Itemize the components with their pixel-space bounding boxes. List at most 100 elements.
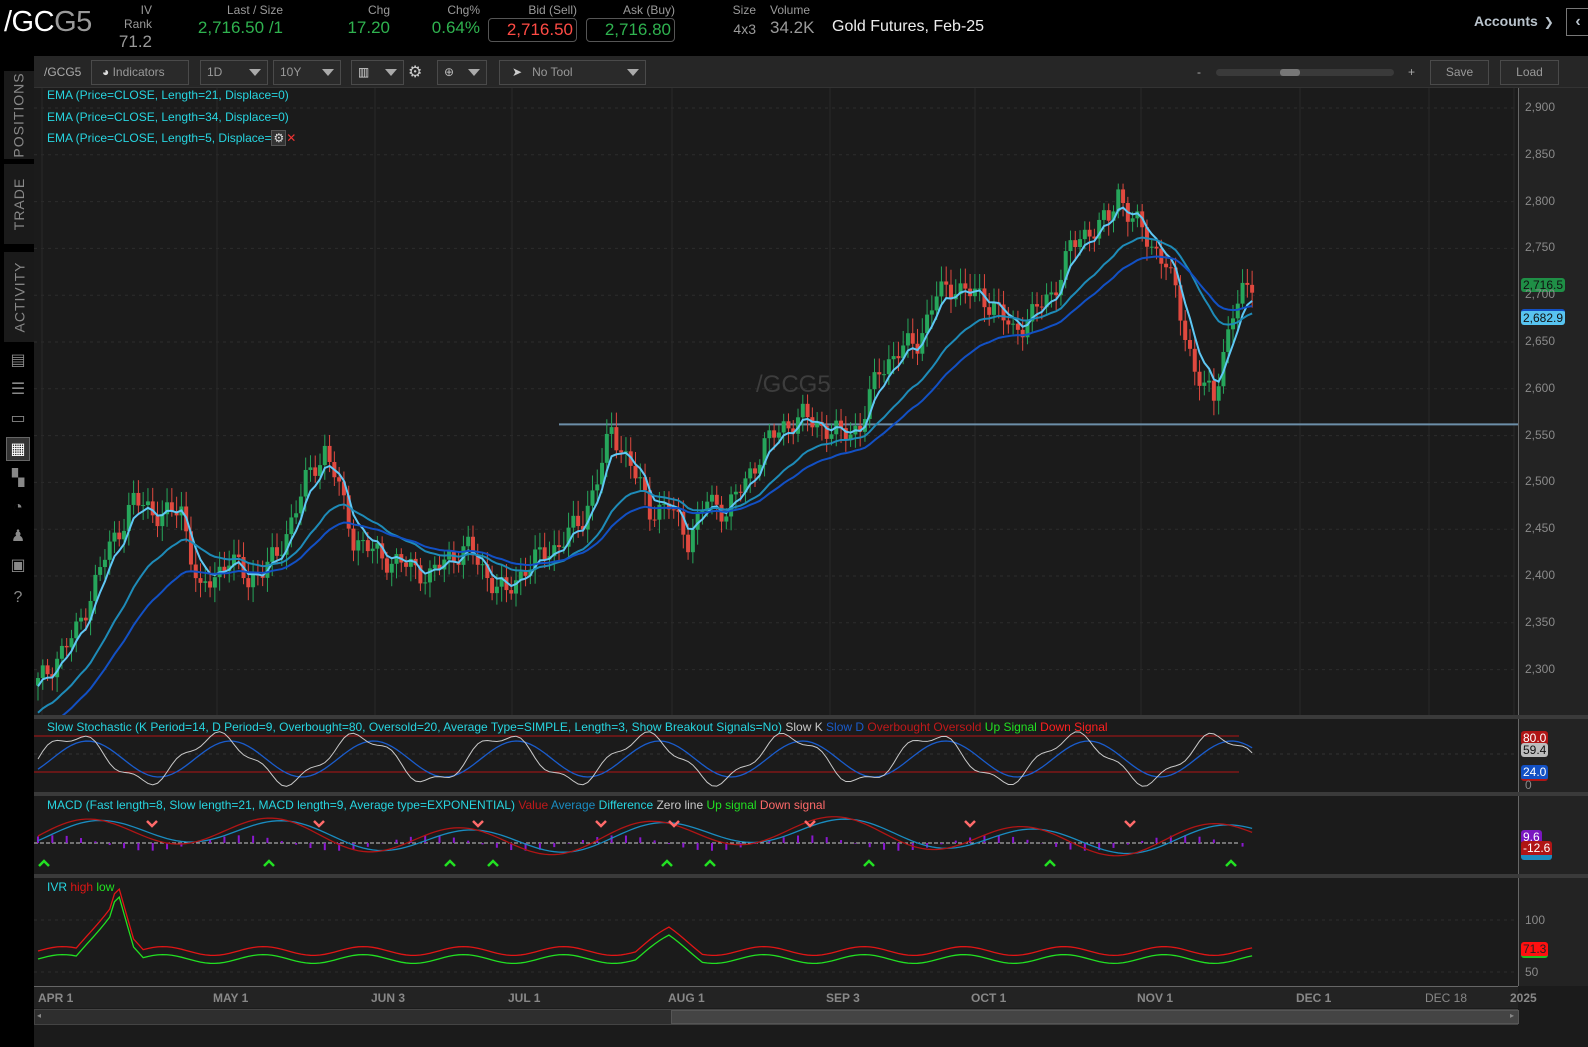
iv-rank-field: IV Rank 71.2 bbox=[110, 3, 152, 52]
indicators-button[interactable]: ◕ Indicators bbox=[91, 60, 189, 85]
horizontal-scrollbar[interactable]: ◂ ▸ bbox=[34, 1009, 1519, 1025]
last-price: 2,716.50 bbox=[197, 18, 265, 37]
community-icon[interactable]: ♟ bbox=[10, 528, 26, 545]
caret-down-icon bbox=[322, 69, 334, 76]
instrument-description: Gold Futures, Feb-25 bbox=[832, 18, 985, 35]
study-settings-icon[interactable]: ⚙ bbox=[271, 130, 287, 146]
drawing-style-select[interactable]: ⊕ bbox=[437, 60, 487, 85]
chart-book-icon[interactable]: ▤ bbox=[10, 352, 26, 369]
last-size-field: Last / Size 2,716.50 /1 bbox=[180, 3, 283, 38]
chart-panel: /GCG5 ◕ Indicators 1D 10Y ▥ ⚙ ⊕ ➤ No Too… bbox=[34, 56, 1588, 1047]
charts-icon[interactable]: ▦ bbox=[6, 437, 30, 461]
price-tick: 2,650 bbox=[1525, 334, 1556, 348]
date-label: SEP 3 bbox=[826, 991, 860, 1005]
stochastic-pane[interactable]: Slow Stochastic (K Period=14, D Period=9… bbox=[34, 719, 1518, 792]
history-icon[interactable]: ◔ bbox=[13, 499, 23, 516]
zoom-slider[interactable] bbox=[1216, 69, 1394, 76]
zoom-slider-thumb[interactable] bbox=[1280, 69, 1300, 76]
legend-item: low bbox=[96, 880, 115, 894]
ema5-legend[interactable]: EMA (Price=CLOSE, Length=5, Displace= ⚙ ✕ bbox=[47, 130, 297, 146]
chart-symbol-label[interactable]: /GCG5 bbox=[44, 65, 82, 79]
last-size: /1 bbox=[268, 18, 283, 37]
macd-axis: 9.6 -12.6 bbox=[1518, 796, 1588, 874]
pane-divider[interactable] bbox=[34, 792, 1588, 796]
ema21-legend[interactable]: EMA (Price=CLOSE, Length=21, Displace=0) bbox=[47, 88, 289, 102]
iv-rank-value: 71.2 bbox=[118, 32, 152, 51]
legend-item: Overbought bbox=[867, 720, 934, 734]
date-label: NOV 1 bbox=[1137, 991, 1174, 1005]
price-tick: 2,700 bbox=[1525, 287, 1556, 302]
symbol-title[interactable]: /GCG5 bbox=[4, 6, 92, 39]
price-chart[interactable]: EMA (Price=CLOSE, Length=21, Displace=0)… bbox=[34, 88, 1518, 715]
accounts-dropdown[interactable]: Accounts ❯ bbox=[1474, 13, 1554, 29]
quote-bar: /GCG5 IV Rank 71.2 Last / Size 2,716.50 … bbox=[0, 0, 1588, 56]
tab-trade-label: TRADE bbox=[11, 177, 28, 231]
collapse-panel-button[interactable]: ‹ bbox=[1566, 8, 1588, 36]
macd-diff-tag: 9.6 bbox=[1521, 830, 1542, 844]
scrollbar-thumb[interactable] bbox=[671, 1010, 1519, 1024]
ivr-legend[interactable]: IVR high low bbox=[47, 880, 114, 894]
caret-down-icon bbox=[468, 69, 480, 76]
legend-item: Down signal bbox=[759, 798, 826, 812]
stochastic-axis: 80.0 59.4 24.0 0 bbox=[1518, 719, 1588, 792]
load-button[interactable]: Load bbox=[1500, 60, 1559, 85]
ask-field: Ask (Buy) 2,716.80 bbox=[586, 3, 675, 42]
grid-icon[interactable]: ▚ bbox=[11, 470, 25, 487]
list-icon[interactable]: ☰ bbox=[10, 381, 26, 398]
zoom-out-button[interactable]: - bbox=[1197, 65, 1201, 79]
pane-divider[interactable] bbox=[34, 715, 1588, 719]
drawing-tool-select[interactable]: ➤ No Tool bbox=[499, 60, 646, 85]
ema34-legend[interactable]: EMA (Price=CLOSE, Length=34, Displace=0) bbox=[47, 110, 289, 124]
stochastic-title: Slow Stochastic (K Period=14, D Period=9… bbox=[47, 720, 782, 734]
stochastic-legend[interactable]: Slow Stochastic (K Period=14, D Period=9… bbox=[47, 720, 1108, 734]
iv-rank-label: IV Rank bbox=[123, 3, 152, 31]
aggregation-value: 1D bbox=[207, 65, 223, 79]
bid-label: Bid (Sell) bbox=[528, 3, 577, 17]
pane-divider[interactable] bbox=[34, 874, 1588, 878]
tv-icon[interactable]: ▭ bbox=[10, 410, 26, 427]
tab-trade[interactable]: TRADE bbox=[4, 164, 34, 244]
bid-button[interactable]: 2,716.50 bbox=[488, 18, 577, 42]
remove-study-icon[interactable]: ✕ bbox=[286, 131, 297, 145]
volume-value: 34.2K bbox=[770, 18, 815, 37]
speedometer-icon: ◕ bbox=[102, 65, 110, 79]
overbought-tag: 80.0 bbox=[1521, 731, 1549, 745]
symbol-contract: G5 bbox=[54, 6, 92, 38]
legend-item: Value bbox=[518, 798, 551, 812]
price-axis[interactable]: 2,716.5 2,682.9 2,900 2,850 2,800 2,750 2,70… bbox=[1518, 88, 1588, 715]
crosshair-icon: ⊕ bbox=[444, 65, 455, 79]
date-label: MAY 1 bbox=[213, 991, 249, 1005]
chevron-left-icon: ‹ bbox=[1575, 13, 1581, 30]
chart-toolbar: /GCG5 ◕ Indicators 1D 10Y ▥ ⚙ ⊕ ➤ No Too… bbox=[34, 56, 1588, 88]
range-select[interactable]: 10Y bbox=[273, 60, 341, 85]
date-label: APR 1 bbox=[38, 991, 74, 1005]
price-tick: 2,600 bbox=[1525, 380, 1556, 395]
legend-item: Up Signal bbox=[984, 720, 1041, 734]
gear-icon[interactable]: ⚙ bbox=[408, 64, 423, 81]
date-label: 2025 bbox=[1510, 991, 1537, 1005]
tab-activity[interactable]: ACTIVITY bbox=[4, 252, 34, 342]
left-sidebar: POSITIONS TRADE ACTIVITY ▤ ☰ ▭ ▦ ▚ ◔ ♟ ▣… bbox=[0, 56, 34, 1047]
scroll-left-icon[interactable]: ◂ bbox=[37, 1011, 42, 1020]
date-label: DEC 1 bbox=[1296, 991, 1332, 1005]
ivr-pane[interactable]: IVR high low bbox=[34, 878, 1518, 986]
save-button[interactable]: Save bbox=[1430, 60, 1489, 85]
candlestick-chart[interactable] bbox=[34, 88, 1518, 715]
legend-item: Up signal bbox=[706, 798, 760, 812]
zoom-in-button[interactable]: + bbox=[1408, 65, 1416, 79]
legend-item: Zero line bbox=[656, 798, 707, 812]
tab-positions[interactable]: POSITIONS bbox=[4, 71, 34, 159]
help-icon[interactable]: ? bbox=[13, 589, 23, 606]
legend-item: high bbox=[70, 880, 97, 894]
macd-value-tag: -12.6 bbox=[1521, 841, 1553, 860]
calendar-icon[interactable]: ▣ bbox=[10, 557, 26, 574]
ask-button[interactable]: 2,716.80 bbox=[586, 18, 675, 42]
price-tick: 2,900 bbox=[1525, 100, 1556, 114]
date-axis[interactable]: APR 1 MAY 1 JUN 3 JUL 1 AUG 1 SEP 3 OCT 1 NOV 1… bbox=[34, 986, 1537, 1008]
macd-legend[interactable]: MACD (Fast length=8, Slow length=21, MAC… bbox=[47, 798, 825, 812]
scroll-right-icon[interactable]: ▸ bbox=[1509, 1011, 1514, 1020]
chart-type-select[interactable]: ▥ bbox=[351, 60, 404, 85]
chart-watermark: /GCG5 bbox=[756, 371, 831, 398]
macd-pane[interactable]: MACD (Fast length=8, Slow length=21, MAC… bbox=[34, 796, 1518, 874]
aggregation-select[interactable]: 1D bbox=[200, 60, 268, 85]
